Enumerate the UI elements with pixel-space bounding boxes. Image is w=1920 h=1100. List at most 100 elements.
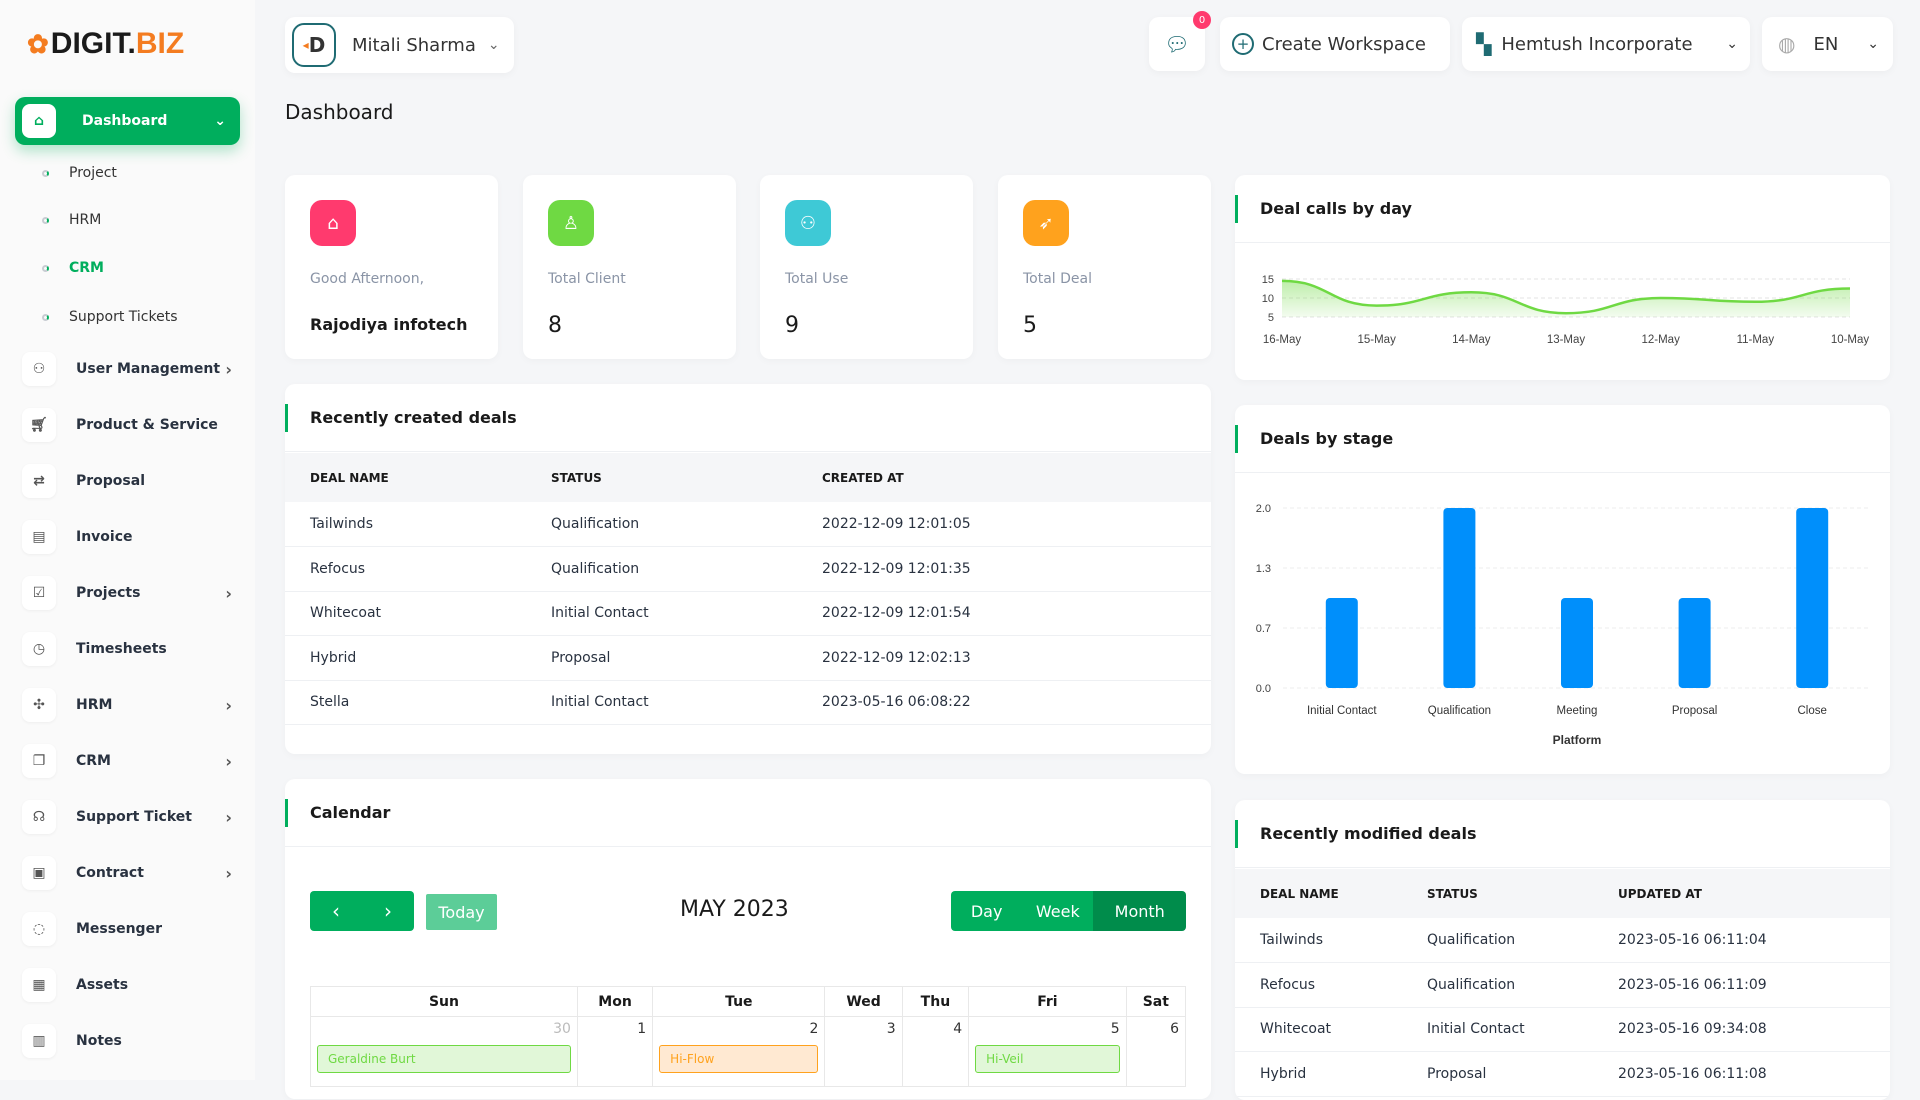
x-tick-label: 11-May [1737,334,1775,346]
sidebar-item-support-ticket[interactable]: ☊ Support Ticket › [22,799,232,835]
column-header: UPDATED AT [1618,869,1890,918]
date-number: 6 [1170,1021,1179,1037]
x-tick-label: Meeting [1557,705,1598,717]
table-row[interactable]: Hybrid Proposal 2023-05-16 06:11:08 [1235,1051,1890,1097]
logo-mark-icon: ✿ [27,29,49,59]
sidebar-item-user-management[interactable]: ⚇ User Management › [22,351,232,387]
sidebar-item-invoice[interactable]: ▤ Invoice [22,519,232,555]
chevron-down-icon: ⌄ [487,37,500,53]
x-tick-label: Close [1797,705,1826,717]
view-day-button[interactable]: Day [951,891,1023,931]
prev-month-button[interactable]: ‹ [332,899,340,923]
table-row[interactable]: Stella Initial Contact 2023-05-16 06:08:22 [285,680,1211,725]
calendar-day[interactable]: 4 [901,1016,970,1087]
table-row[interactable]: Tailwinds Qualification 2022-12-09 12:01:0… [285,502,1211,547]
bullet-icon [42,313,49,321]
table-row[interactable]: Whitecoat Initial Contact 2023-05-16 09:34… [1235,1007,1890,1052]
chevron-right-icon: › [225,751,232,771]
chevron-right-icon: › [225,695,232,715]
home-icon: ⌂ [22,104,56,138]
stat-card: ➶ Total Deal 5 [998,175,1211,359]
table-row[interactable]: Tailwinds Qualification 2023-05-16 06:11:0… [1235,918,1890,963]
sidebar-item-hrm[interactable]: ✣ HRM › [22,687,232,723]
card-title: Recently created deals [285,384,1211,452]
sidebar-item-proposal[interactable]: ⇄ Proposal [22,463,232,499]
chevron-right-icon: › [225,863,232,883]
table-cell: 2023-05-16 06:08:22 [822,680,1211,725]
calendar-grid: Sun Mon Tue Wed Thu Fri Sat 30 Geraldine Burt 1 2 H… [310,986,1187,1087]
y-tick-label: 5 [1268,312,1274,324]
table-row[interactable]: Refocus Qualification 2022-12-09 12:01:35 [285,546,1211,592]
calendar-day[interactable]: 3 [824,1016,903,1087]
card-title: Recently modified deals [1235,800,1890,868]
sidebar-subitem[interactable]: HRM [42,212,101,228]
deal-calls-chart: 5 10 15 16-May 15-May 14-May 13-May 12-May 11-Ma… [1262,274,1870,346]
calendar-day[interactable]: 2 Hi-Flow [652,1016,826,1087]
sidebar-item-product-service[interactable]: 🛒︎ Product & Service [22,407,232,443]
stat-card: ♙ Total Client 8 [523,175,736,359]
workspace-selector[interactable]: ▚ Hemtush Incorporate ⌄ [1462,17,1750,71]
calendar-event[interactable]: Hi-Flow [659,1045,819,1073]
column-header: CREATED AT [822,453,1211,502]
sidebar-item-contract[interactable]: ▣ Contract › [22,855,232,891]
bar [1796,508,1829,688]
rocket-icon: ➶ [1023,200,1069,246]
bar [1678,598,1711,688]
page-title: Dashboard [285,100,394,124]
x-tick-label: 10-May [1831,334,1870,346]
calendar-card: Calendar ‹ › Today MAY 2023 Day Week Month … [285,779,1211,1099]
table-row[interactable]: Whitecoat Initial Contact 2022-12-09 12:01… [285,591,1211,636]
table-cell: 2022-12-09 12:01:35 [822,546,1211,592]
view-week-button[interactable]: Week [1022,891,1094,931]
calculator-icon: ▦ [22,968,56,1002]
deals-by-stage-chart: 0.0 0.7 1.3 2.0 Initial Contact Qualification… [1256,503,1871,747]
table-cell: Refocus [1235,962,1427,1008]
view-month-button[interactable]: Month [1093,891,1186,931]
table-cell: Refocus [285,546,551,592]
sidebar-item-assets[interactable]: ▦ Assets [22,967,232,1003]
table-cell: Tailwinds [1235,918,1427,963]
table-row[interactable]: Hybrid Proposal 2022-12-09 12:02:13 [285,635,1211,681]
calendar-day[interactable]: 6 [1125,1016,1187,1087]
table-cell: Qualification [1427,918,1618,963]
next-month-button[interactable]: › [384,899,392,923]
table-cell: Initial Contact [1427,1007,1618,1052]
calendar-event[interactable]: Hi-Veil [975,1045,1120,1073]
column-header: DEAL NAME [1235,869,1427,918]
x-tick-label: 16-May [1263,334,1302,346]
sidebar-item-timesheets[interactable]: ◷ Timesheets [22,631,232,667]
sidebar-subitem[interactable]: Project [42,165,117,181]
chevron-down-icon: ⌄ [1867,36,1879,52]
sidebar-item-dashboard[interactable]: ⌂ Dashboard ⌄ [15,97,240,145]
y-tick-label: 0.7 [1256,623,1271,635]
table-cell: Tailwinds [285,502,551,547]
y-tick-label: 10 [1262,293,1274,305]
create-workspace-button[interactable]: + Create Workspace [1220,17,1450,71]
headset-icon: ☊ [22,800,56,834]
calendar-day[interactable]: 1 [576,1016,654,1087]
plus-circle-icon: + [1232,33,1254,55]
sidebar-item-notes[interactable]: ▥ Notes [22,1023,232,1059]
bullet-icon [42,169,49,177]
calendar-day[interactable]: 30 Geraldine Burt [310,1016,578,1087]
crm-icon: ❐ [22,744,56,778]
language-selector[interactable]: ◍ EN ⌄ [1762,17,1893,71]
table-cell: 2023-05-16 06:11:04 [1618,918,1890,963]
card-title: Calendar [285,779,1211,847]
logo[interactable]: ✿DIGIT.BIZ [27,27,185,60]
table-row[interactable]: Refocus Qualification 2023-05-16 06:11:09 [1235,962,1890,1008]
deals-by-stage-card: Deals by stage 0.0 0.7 1.3 2.0 Initial Conta… [1235,405,1890,774]
sidebar-subitem[interactable]: Support Tickets [42,309,178,325]
calendar-event[interactable]: Geraldine Burt [317,1045,571,1073]
sidebar-item-messenger[interactable]: ◌ Messenger [22,911,232,947]
messages-button[interactable]: 💬︎ 0 [1149,11,1211,71]
contract-icon: ▣ [22,856,56,890]
user-menu[interactable]: ◂ D Mitali Sharma ⌄ [285,17,514,73]
calendar-day[interactable]: 5 Hi-Veil [968,1016,1127,1087]
table-cell: Whitecoat [1235,1007,1427,1052]
chevron-right-icon: › [225,583,232,603]
sidebar-item-projects[interactable]: ☑ Projects › [22,575,232,611]
today-button[interactable]: Today [426,894,497,930]
sidebar-item-crm[interactable]: ❐ CRM › [22,743,232,779]
sidebar-subitem[interactable]: CRM [42,260,104,276]
